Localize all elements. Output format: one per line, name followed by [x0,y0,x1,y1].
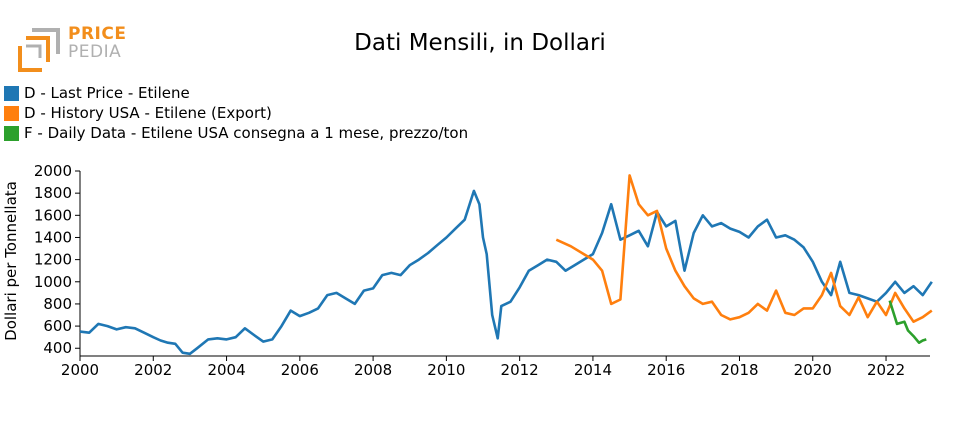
legend-item-last-price[interactable]: D - Last Price - Etilene [4,84,190,102]
pricepedia-logo: PRICE PEDIA [18,24,128,76]
y-tick-label: 800 [43,295,72,313]
y-tick-label: 1200 [34,251,72,269]
y-tick-label: 1400 [34,228,72,246]
x-tick-label: 2002 [134,361,172,379]
chart-title: Dati Mensili, in Dollari [354,30,606,56]
y-tick-label: 1600 [34,206,72,224]
legend-label-last-price: D - Last Price - Etilene [24,84,190,102]
chart-series [79,174,933,356]
legend-swatch-daily-data [4,125,19,141]
x-tick-label: 2008 [354,361,392,379]
y-tick-label: 600 [43,317,72,335]
x-tick-label: 2010 [427,361,465,379]
series-line-1 [555,174,933,323]
x-tick-label: 2004 [207,361,245,379]
series-line-0 [79,189,933,356]
legend-swatch-history-usa [4,105,19,121]
x-tick-label: 2020 [794,361,832,379]
legend-label-history-usa: D - History USA - Etilene (Export) [24,104,272,122]
y-tick-label: 1000 [34,273,72,291]
chart-axes: 2000 2002 2004 2006 2008 2010 2012 2014 2016 2018… [34,162,930,379]
pricepedia-logo-icon [18,28,60,72]
logo-text-pedia: PEDIA [68,42,122,62]
x-tick-label: 2006 [281,361,319,379]
legend-swatch-last-price [4,85,19,101]
logo-text-price: PRICE [68,24,127,44]
x-tick-label: 2022 [867,361,905,379]
y-tick-label: 400 [43,339,72,357]
x-tick-label: 2014 [574,361,612,379]
legend-label-daily-data: F - Daily Data - Etilene USA consegna a … [24,124,469,142]
y-tick-label: 1800 [34,184,72,202]
x-tick-label: 2018 [720,361,758,379]
legend-item-history-usa[interactable]: D - History USA - Etilene (Export) [4,104,272,122]
series-line-2 [888,300,927,344]
y-tick-label: 2000 [34,162,72,180]
x-tick-label: 2012 [501,361,539,379]
y-axis-label: Dollari per Tonnellata [2,181,20,341]
x-tick-label: 2016 [647,361,685,379]
legend-item-daily-data[interactable]: F - Daily Data - Etilene USA consegna a … [4,124,468,142]
x-tick-label: 2000 [61,361,99,379]
